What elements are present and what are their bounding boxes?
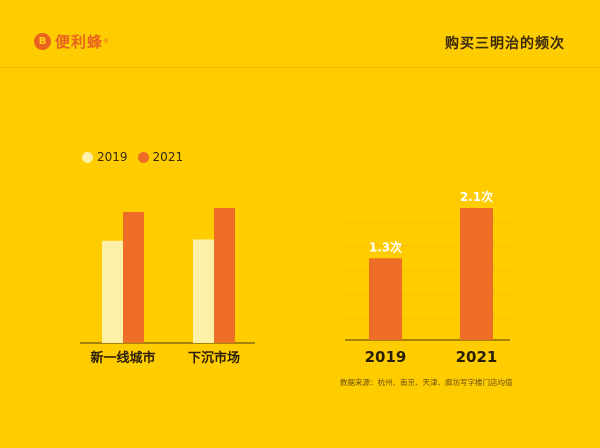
data-source-note: 数据来源：杭州、南京、天津、廊坊写字楼门店均值 <box>340 378 513 387</box>
legend-item-2021: 2021 <box>137 150 184 164</box>
bar-2021-0 <box>123 211 144 343</box>
legend-dot-2021 <box>137 151 149 163</box>
legend-item-2019: 2019 <box>82 150 128 164</box>
brand-name: 便利蜂 <box>55 33 104 51</box>
chart1-category-label: 下沉市场 <box>188 350 240 366</box>
legend-dot-2019 <box>82 151 93 163</box>
chart2-category-label: 2019 <box>365 348 407 366</box>
bar-2019 <box>369 258 402 340</box>
legend-label-2019: 2019 <box>97 150 128 164</box>
bar-2019-0 <box>102 240 123 343</box>
page-title: 购买三明治的频次 <box>445 36 565 52</box>
registered-mark: ® <box>103 38 110 45</box>
data-label-2019: 1.3次 <box>369 239 402 254</box>
bar-2021-1 <box>214 208 235 343</box>
bar-2019-1 <box>193 239 214 343</box>
bee-logo-icon: B <box>34 33 51 50</box>
legend-label-2021: 2021 <box>152 150 184 164</box>
chart2-category-label: 2021 <box>456 348 498 366</box>
brand-logo: B 便利蜂 ® <box>34 31 109 52</box>
chart1-category-label: 新一线城市 <box>90 350 155 366</box>
data-label-2021: 2.1次 <box>460 189 493 204</box>
header-bar: B 便利蜂 ® 购买三明治的频次 <box>0 0 600 68</box>
chart-legend: 2019 2021 <box>82 150 193 164</box>
bar-2021 <box>460 208 493 340</box>
